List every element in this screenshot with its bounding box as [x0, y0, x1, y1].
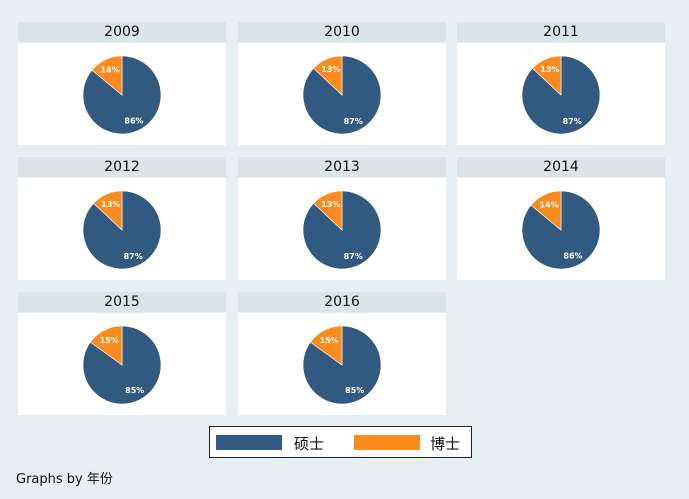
- panel-plot-area: 86% 14%: [457, 178, 665, 280]
- pie-svg: 85% 15%: [82, 325, 162, 405]
- slice-label-master: 87%: [344, 117, 363, 126]
- pie-slice-doctor: [91, 55, 123, 96]
- legend-label-master: 硕士: [294, 435, 325, 453]
- slice-label-master: 85%: [125, 386, 144, 395]
- slice-label-doctor: 14%: [539, 201, 558, 210]
- pie-slice-doctor: [90, 325, 123, 366]
- panel-title: 2015: [18, 292, 226, 312]
- pie-panel-2015: 2015 85% 15%: [18, 292, 226, 415]
- panel-plot-area: 87% 13%: [457, 43, 665, 145]
- pie-slice-doctor: [530, 190, 562, 231]
- pie-svg: 86% 14%: [521, 190, 601, 270]
- panel-title: 2016: [238, 292, 446, 312]
- slice-label-doctor: 13%: [540, 65, 559, 74]
- panel-plot-area: 87% 13%: [238, 43, 446, 145]
- slice-label-doctor: 13%: [321, 65, 340, 74]
- pie-panel-2012: 2012 87% 13%: [18, 157, 226, 280]
- pie-panel-2009: 2009 86% 14%: [18, 22, 226, 145]
- panel-plot-area: 86% 14%: [18, 43, 226, 145]
- pie-svg: 87% 13%: [82, 190, 162, 270]
- slice-label-master: 85%: [345, 386, 364, 395]
- panel-plot-area: 85% 15%: [18, 313, 226, 415]
- slice-label-doctor: 13%: [101, 200, 120, 209]
- slice-label-master: 87%: [124, 252, 143, 261]
- panel-plot-area: 85% 15%: [238, 313, 446, 415]
- panel-plot-area: 87% 13%: [18, 178, 226, 280]
- slice-label-master: 86%: [124, 116, 143, 125]
- slice-label-doctor: 13%: [321, 200, 340, 209]
- slice-label-doctor: 15%: [100, 336, 119, 345]
- pie-svg: 86% 14%: [82, 55, 162, 135]
- pie-slice-doctor: [93, 190, 123, 231]
- panel-title: 2009: [18, 22, 226, 42]
- panel-title: 2011: [457, 22, 665, 42]
- graphs-by-note: Graphs by 年份: [16, 472, 113, 487]
- pie-panel-2013: 2013 87% 13%: [238, 157, 446, 280]
- legend-swatch-master: [216, 435, 282, 450]
- slice-label-master: 86%: [563, 251, 582, 260]
- panel-title: 2010: [238, 22, 446, 42]
- pie-svg: 87% 13%: [521, 55, 601, 135]
- slice-label-master: 87%: [344, 252, 363, 261]
- pie-panel-2011: 2011 87% 13%: [457, 22, 665, 145]
- legend: 硕士 博士: [209, 426, 472, 458]
- panel-title: 2014: [457, 157, 665, 177]
- pie-panel-2016: 2016 85% 15%: [238, 292, 446, 415]
- pie-svg: 85% 15%: [302, 325, 382, 405]
- pie-svg: 87% 13%: [302, 55, 382, 135]
- legend-label-doctor: 博士: [430, 435, 461, 453]
- pie-slice-doctor: [313, 55, 343, 96]
- pie-slice-doctor: [310, 325, 343, 366]
- pie-slice-doctor: [532, 55, 562, 96]
- panel-title: 2013: [238, 157, 446, 177]
- legend-swatch-doctor: [354, 435, 420, 450]
- pie-panel-2010: 2010 87% 13%: [238, 22, 446, 145]
- slice-label-doctor: 15%: [320, 336, 339, 345]
- pie-panel-2014: 2014 86% 14%: [457, 157, 665, 280]
- panel-title: 2012: [18, 157, 226, 177]
- pie-svg: 87% 13%: [302, 190, 382, 270]
- panel-plot-area: 87% 13%: [238, 178, 446, 280]
- pie-slice-doctor: [313, 190, 343, 231]
- slice-label-master: 87%: [563, 117, 582, 126]
- slice-label-doctor: 14%: [100, 66, 119, 75]
